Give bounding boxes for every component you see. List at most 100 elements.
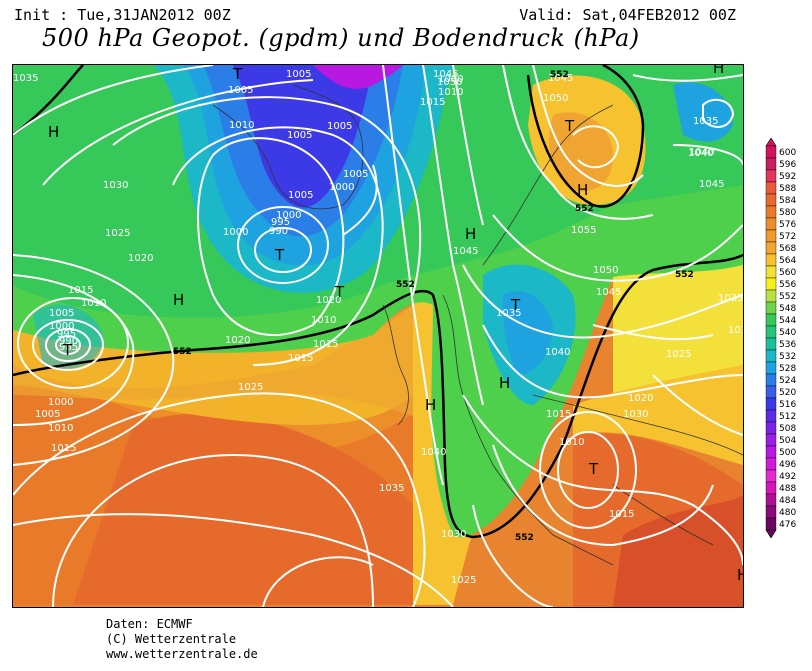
isobar-label: 1035 bbox=[379, 483, 404, 494]
isobar-label: 1015 bbox=[420, 97, 445, 108]
legend-label: 552 bbox=[779, 292, 796, 302]
valid-time: Valid: Sat,04FEB2012 00Z bbox=[519, 6, 736, 24]
legend-label: 568 bbox=[779, 244, 796, 254]
isobar-label: 1020 bbox=[128, 253, 153, 264]
isobar-label: 1035 bbox=[728, 325, 743, 336]
low-pressure-marker: T bbox=[510, 296, 521, 314]
isobar-label: 1040 bbox=[689, 147, 714, 158]
legend-swatch bbox=[765, 277, 777, 291]
legend-swatch bbox=[765, 409, 777, 423]
pressure-centers: H H H H H H H H T T T T T T T bbox=[48, 65, 743, 584]
isobar-label: 1000 bbox=[48, 397, 73, 408]
legend-label: 508 bbox=[779, 424, 796, 434]
isobar-label: 1045 bbox=[548, 73, 573, 84]
legend-swatch bbox=[765, 457, 777, 471]
legend-label: 512 bbox=[779, 412, 796, 422]
isobar-label: 1005 bbox=[327, 121, 352, 132]
isobar-labels: 1035 1005 1005 1010 1005 1005 1000 1005 … bbox=[13, 69, 743, 586]
legend-label: 500 bbox=[779, 448, 796, 458]
isobar-label: 1040 bbox=[421, 447, 446, 458]
legend-swatch bbox=[765, 205, 777, 219]
isobar-label: 1010 bbox=[438, 87, 463, 98]
contour-label: 552 bbox=[575, 204, 594, 214]
high-pressure-marker: H bbox=[465, 225, 476, 243]
legend-swatch bbox=[765, 349, 777, 363]
weather-map: 1035 1005 1005 1010 1005 1005 1000 1005 … bbox=[12, 64, 744, 608]
isobar-label: 1000 bbox=[223, 227, 248, 238]
legend-swatch bbox=[765, 493, 777, 507]
isobar-label: 1050 bbox=[437, 77, 462, 88]
legend-label: 556 bbox=[779, 280, 796, 290]
legend-swatch bbox=[765, 181, 777, 195]
legend-swatch bbox=[765, 445, 777, 459]
legend-label: 544 bbox=[779, 316, 796, 326]
legend-label: 476 bbox=[779, 520, 796, 530]
legend-label: 532 bbox=[779, 352, 796, 362]
legend-arrow-top bbox=[765, 137, 777, 147]
contour-label: 552 bbox=[515, 533, 534, 543]
isobar-label: 1025 bbox=[238, 382, 263, 393]
legend-label: 484 bbox=[779, 496, 796, 506]
isobar-label: 1015 bbox=[68, 285, 93, 296]
isobar-label: 1035 bbox=[693, 116, 718, 127]
isobar-label: 1000 bbox=[329, 182, 354, 193]
isobar-label: 1045 bbox=[433, 69, 458, 80]
legend-label: 540 bbox=[779, 328, 796, 338]
legend-label: 596 bbox=[779, 160, 796, 170]
legend-label: 560 bbox=[779, 268, 796, 278]
contour-label: 552 bbox=[675, 270, 694, 280]
high-pressure-marker: H bbox=[425, 396, 436, 414]
high-pressure-marker: H bbox=[577, 181, 588, 199]
legend-swatch bbox=[765, 169, 777, 183]
legend-swatch bbox=[765, 289, 777, 303]
credit-data-source: Daten: ECMWF bbox=[106, 617, 193, 631]
isobar-label: 1015 bbox=[288, 353, 313, 364]
isobar-label: 1045 bbox=[596, 287, 621, 298]
legend-swatch bbox=[765, 433, 777, 447]
isobar-label: 1030 bbox=[441, 529, 466, 540]
high-pressure-marker: H bbox=[173, 291, 184, 309]
credit-website: www.wetterzentrale.de bbox=[106, 647, 258, 661]
contour-label: 552 bbox=[173, 347, 192, 357]
legend-swatch bbox=[765, 385, 777, 399]
isobar-label: 1005 bbox=[286, 69, 311, 80]
high-pressure-marker: H bbox=[499, 374, 510, 392]
legend-label: 548 bbox=[779, 304, 796, 314]
legend-swatch bbox=[765, 361, 777, 375]
legend-label: 588 bbox=[779, 184, 796, 194]
isobar-label: 1015 bbox=[51, 443, 76, 454]
isobar-label: 1025 bbox=[666, 349, 691, 360]
legend-label: 492 bbox=[779, 472, 796, 482]
isobar-label: 1000 bbox=[49, 321, 74, 332]
isobar-label: 1005 bbox=[343, 169, 368, 180]
isobar-label: 1025 bbox=[451, 575, 476, 586]
legend-label: 536 bbox=[779, 340, 796, 350]
isobar-label: 1010 bbox=[559, 437, 584, 448]
high-pressure-marker: H bbox=[737, 566, 743, 584]
color-scale-legend: 600 596 592 588 584 580 576 572 568 564 560 556 552 5… bbox=[762, 137, 812, 539]
legend-label: 572 bbox=[779, 232, 796, 242]
legend-swatch bbox=[765, 505, 777, 519]
high-pressure-marker: H bbox=[48, 123, 59, 141]
legend-swatch bbox=[765, 325, 777, 339]
isobar-label: 990 bbox=[269, 226, 288, 237]
init-time: Init : Tue,31JAN2012 00Z bbox=[14, 6, 231, 24]
legend-swatch bbox=[765, 517, 777, 531]
legend-swatch bbox=[765, 469, 777, 483]
legend-label: 496 bbox=[779, 460, 796, 470]
contour-552-line bbox=[13, 253, 743, 539]
legend-label: 480 bbox=[779, 508, 796, 518]
legend-label: 520 bbox=[779, 388, 796, 398]
isobar-label: 1005 bbox=[228, 85, 253, 96]
isobar-label: 1000 bbox=[438, 74, 463, 85]
legend-swatch bbox=[765, 241, 777, 255]
isobar-label: 1010 bbox=[229, 120, 254, 131]
legend-label: 584 bbox=[779, 196, 796, 206]
high-pressure-marker: H bbox=[713, 65, 724, 77]
isobar-label: 1015 bbox=[609, 509, 634, 520]
legend-swatch bbox=[765, 397, 777, 411]
isobar-label: 1045 bbox=[699, 179, 724, 190]
legend-label: 528 bbox=[779, 364, 796, 374]
legend-swatch bbox=[765, 193, 777, 207]
legend-swatch bbox=[765, 481, 777, 495]
